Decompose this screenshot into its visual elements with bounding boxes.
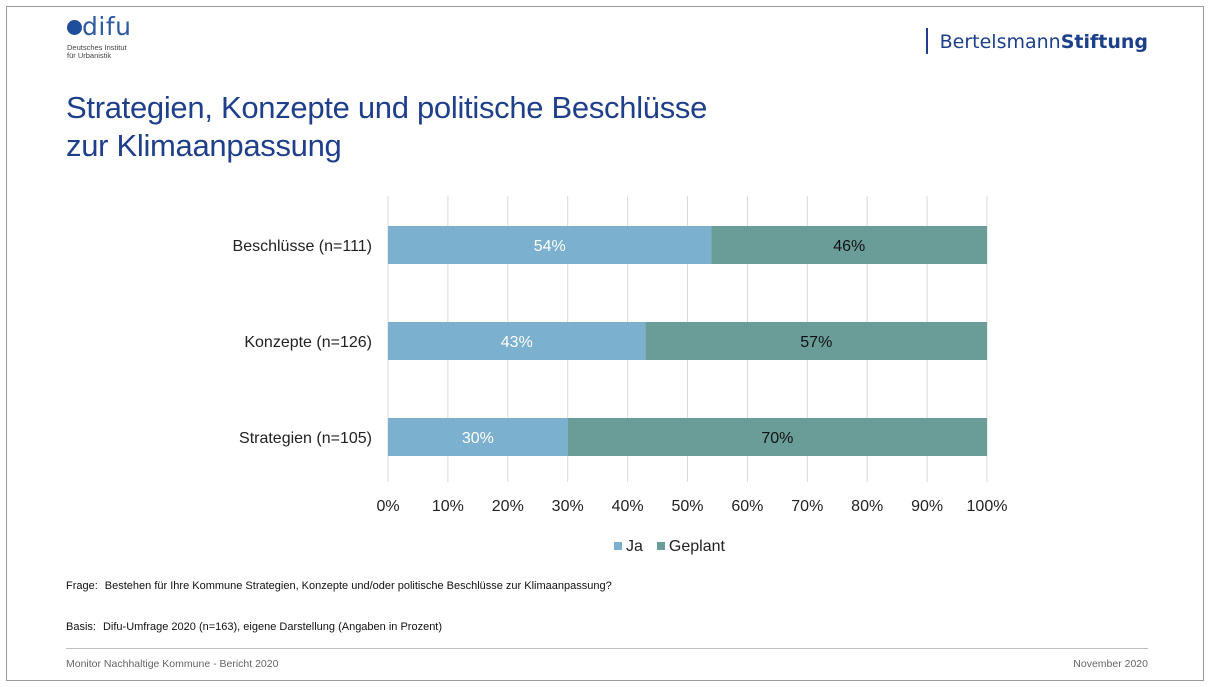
bar-segment-geplant xyxy=(567,418,987,456)
legend-label: Ja xyxy=(626,538,643,555)
data-label: 57% xyxy=(800,334,832,351)
bar-segment-ja xyxy=(388,322,646,360)
legend-swatch xyxy=(614,542,622,550)
data-label: 70% xyxy=(761,430,793,447)
bar-segment-ja xyxy=(388,226,712,264)
category-label: Beschlüsse (n=111) xyxy=(233,238,372,255)
slide-title-line2: zur Klimaanpassung xyxy=(66,128,342,163)
legend-label: Geplant xyxy=(668,538,725,555)
question-label: Frage: xyxy=(66,580,98,592)
chart-legend: Ja Geplant xyxy=(614,538,739,556)
category-label: Konzepte (n=126) xyxy=(244,334,372,351)
data-label: 43% xyxy=(501,334,533,351)
x-tick-label: 20% xyxy=(492,498,524,515)
bertelsmann-logo-part2: Stiftung xyxy=(1060,31,1148,53)
difu-logo-line2: für Urbanistik xyxy=(67,51,112,60)
bar-segment-ja xyxy=(388,418,568,456)
x-tick-label: 80% xyxy=(851,498,883,515)
data-label: 30% xyxy=(462,430,494,447)
x-tick-label: 40% xyxy=(612,498,644,515)
bar-segment-geplant xyxy=(645,322,987,360)
footer-divider xyxy=(66,648,1148,649)
footer-left: Monitor Nachhaltige Kommune - Bericht 20… xyxy=(66,658,279,670)
x-tick-label: 10% xyxy=(432,498,464,515)
question-text: Bestehen für Ihre Kommune Strategien, Ko… xyxy=(104,580,612,592)
basis-text: Difu-Umfrage 2020 (n=163), eigene Darste… xyxy=(102,621,443,633)
difu-logo-subtitle: Deutsches Institut für Urbanistik xyxy=(67,44,177,60)
bertelsmann-logo: BertelsmannStiftung xyxy=(925,28,1148,54)
legend-item-geplant: Geplant xyxy=(656,538,725,556)
difu-logo-line1: Deutsches Institut xyxy=(67,43,127,52)
x-tick-label: 70% xyxy=(791,498,823,515)
basis-label: Basis: xyxy=(66,621,96,633)
bertelsmann-logo-bar xyxy=(925,28,928,54)
x-tick-label: 30% xyxy=(552,498,584,515)
x-tick-label: 50% xyxy=(671,498,703,515)
category-label: Strategien (n=105) xyxy=(239,430,372,447)
slide-title-line1: Strategien, Konzepte und politische Besc… xyxy=(66,90,708,125)
difu-logo-dot xyxy=(67,20,82,35)
footer-right: November 2020 xyxy=(1073,658,1148,670)
basis-note: Basis: Difu-Umfrage 2020 (n=163), eigene … xyxy=(66,621,442,633)
legend-item-ja: Ja xyxy=(614,538,643,556)
legend-swatch xyxy=(656,542,665,550)
data-label: 46% xyxy=(833,238,865,255)
data-label: 54% xyxy=(534,238,566,255)
question-note: Frage: Bestehen für Ihre Kommune Strategi… xyxy=(66,580,612,592)
x-tick-label: 100% xyxy=(967,498,1008,515)
difu-logo-wordmark: difu xyxy=(82,12,132,41)
slide-title: Strategien, Konzepte und politische Besc… xyxy=(66,89,707,165)
bertelsmann-logo-part1: Bertelsmann xyxy=(939,31,1061,53)
x-tick-label: 0% xyxy=(376,498,399,515)
x-tick-label: 90% xyxy=(911,498,943,515)
bar-segment-geplant xyxy=(711,226,987,264)
x-tick-label: 60% xyxy=(731,498,763,515)
